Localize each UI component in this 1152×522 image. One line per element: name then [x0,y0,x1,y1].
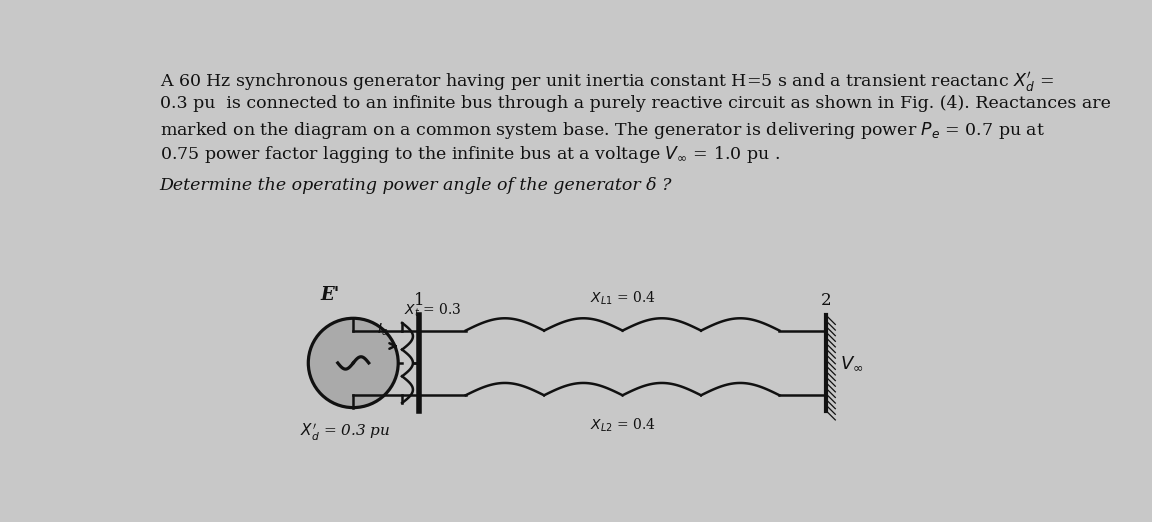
Text: $V_{\infty}$: $V_{\infty}$ [840,354,863,372]
Text: $X_{L2}$ = 0.4: $X_{L2}$ = 0.4 [590,417,655,434]
Text: $X_d^{\prime}$ = 0.3 pu: $X_d^{\prime}$ = 0.3 pu [301,421,391,443]
Text: 2: 2 [820,292,832,309]
Text: 0.3 pu  is connected to an infinite bus through a purely reactive circuit as sho: 0.3 pu is connected to an infinite bus t… [159,95,1111,112]
Text: 0.75 power factor lagging to the infinite bus at a voltage $V_{\infty}$ = 1.0 pu: 0.75 power factor lagging to the infinit… [159,144,780,165]
Text: Determine the operating power angle of the generator δ ?: Determine the operating power angle of t… [159,176,672,194]
Text: $X_{L1}$ = 0.4: $X_{L1}$ = 0.4 [590,290,655,307]
Text: A 60 Hz synchronous generator having per unit inertia constant H=5 s and a trans: A 60 Hz synchronous generator having per… [159,70,1053,94]
Text: $X_t$ = 0.3: $X_t$ = 0.3 [403,302,461,319]
Text: 1: 1 [414,292,424,309]
Circle shape [309,318,399,408]
Text: E': E' [320,287,340,304]
Text: $I_a$: $I_a$ [377,322,388,338]
Text: marked on the diagram on a common system base. The generator is delivering power: marked on the diagram on a common system… [159,120,1045,140]
